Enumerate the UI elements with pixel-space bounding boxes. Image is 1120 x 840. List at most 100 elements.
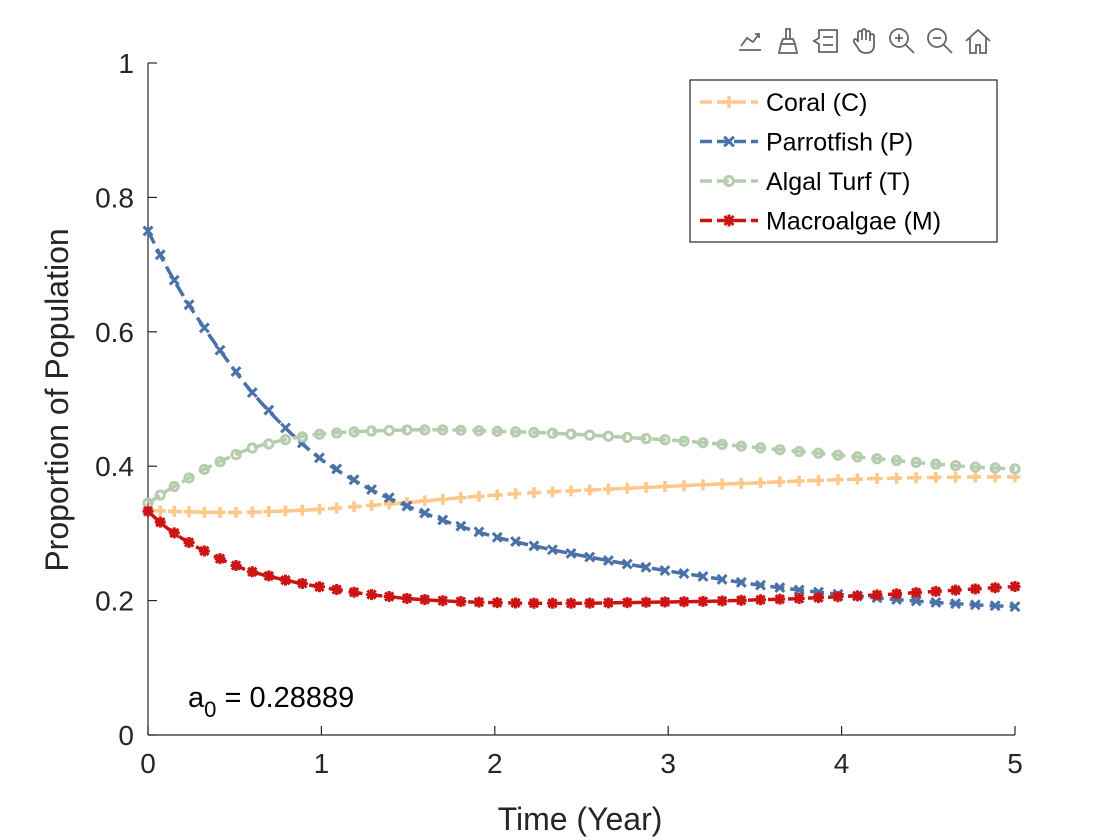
data-point: [891, 588, 903, 600]
series-coral-c: [142, 471, 1021, 519]
data-point: [793, 475, 805, 487]
legend-item[interactable]: Macroalgae (M): [700, 208, 941, 236]
data-point: [565, 428, 577, 440]
legend-box: [689, 79, 998, 243]
legend-label: Coral (C): [766, 89, 867, 117]
data-point: [168, 505, 180, 517]
series-macroalgae-m: [142, 505, 1021, 609]
data-point: [891, 472, 903, 484]
legend[interactable]: Coral (C) Parrotfish (P) Algal Turf (T) Mac…: [689, 79, 998, 243]
data-point: [910, 587, 922, 599]
export-button[interactable]: [732, 24, 768, 58]
home-button[interactable]: [960, 24, 996, 58]
data-point: [296, 504, 308, 516]
data-point: [455, 596, 467, 608]
data-point: [419, 507, 431, 519]
data-point: [716, 595, 728, 607]
data-point: [547, 544, 558, 556]
data-point: [678, 435, 690, 447]
data-point: [348, 501, 360, 513]
data-point: [365, 425, 378, 437]
data-point: [168, 527, 180, 539]
data-point: [473, 425, 485, 437]
data-point: [602, 483, 614, 495]
data-point: [659, 565, 671, 576]
data-point: [832, 591, 844, 603]
data-point: [246, 566, 258, 578]
data-point: [565, 485, 577, 497]
data-point: [640, 481, 652, 493]
data-point: [142, 505, 154, 517]
data-point: [546, 597, 558, 609]
legend-item[interactable]: Algal Turf (T): [700, 168, 910, 196]
data-point: [832, 449, 844, 461]
home-icon: [965, 28, 991, 54]
data-point: [930, 472, 942, 484]
data-point: [697, 479, 709, 491]
data-point: [168, 274, 180, 286]
zoom-in-button[interactable]: [884, 24, 920, 58]
brush-button[interactable]: [770, 24, 806, 58]
data-point: [528, 426, 540, 439]
data-point: [154, 249, 166, 261]
data-point: [331, 427, 343, 439]
data-point: [383, 424, 395, 437]
data-point: [621, 597, 633, 609]
data-point: [602, 430, 615, 442]
data-point: [851, 590, 863, 602]
data-point: [419, 424, 431, 436]
legend-item[interactable]: Parrotfish (P): [700, 129, 913, 157]
data-point: [510, 488, 522, 500]
data-point: [528, 487, 540, 499]
data-point: [214, 456, 226, 468]
data-point: [280, 574, 292, 586]
data-point: [735, 576, 747, 588]
data-point: [198, 545, 210, 557]
data-point: [659, 481, 671, 493]
data-point: [198, 322, 210, 334]
datatip-button[interactable]: [808, 24, 844, 58]
data-point: [473, 490, 485, 502]
data-point: [528, 540, 540, 552]
data-point: [246, 442, 258, 454]
data-point: [755, 594, 767, 606]
zoom-out-icon: [927, 28, 953, 54]
legend-marker: [723, 96, 735, 108]
legend-item[interactable]: Coral (C): [700, 89, 867, 117]
data-point: [950, 584, 962, 596]
data-point: [716, 573, 728, 585]
data-point: [584, 597, 596, 609]
data-point: [313, 503, 325, 515]
pan-button[interactable]: [846, 24, 882, 58]
data-point: [930, 596, 942, 608]
data-point: [832, 474, 844, 486]
data-point: [851, 473, 863, 485]
data-point: [602, 597, 614, 609]
data-point: [716, 478, 728, 490]
data-point: [678, 596, 690, 608]
data-point: [910, 456, 922, 469]
data-point: [168, 480, 180, 493]
data-point: [366, 484, 378, 495]
data-point: [969, 471, 981, 483]
data-point: [716, 438, 728, 450]
data-point: [383, 591, 395, 603]
data-point: [198, 506, 210, 518]
y-tick-label: 1: [118, 48, 134, 79]
data-point: [348, 426, 360, 438]
y-tick-label: 0.6: [95, 317, 134, 348]
data-point: [263, 438, 275, 450]
data-point: [401, 424, 413, 436]
figure-toolbar: [732, 24, 996, 58]
x-axis-label: Time (Year): [498, 801, 663, 837]
zoom-in-icon: [889, 28, 915, 54]
data-point: [621, 431, 633, 444]
data-point: [659, 596, 671, 608]
series-line: [147, 475, 1016, 515]
data-point: [348, 474, 360, 486]
y-tick-label: 0.2: [95, 586, 134, 617]
zoom-out-button[interactable]: [922, 24, 958, 58]
legend-label: Algal Turf (T): [766, 168, 910, 196]
data-point: [473, 526, 485, 538]
